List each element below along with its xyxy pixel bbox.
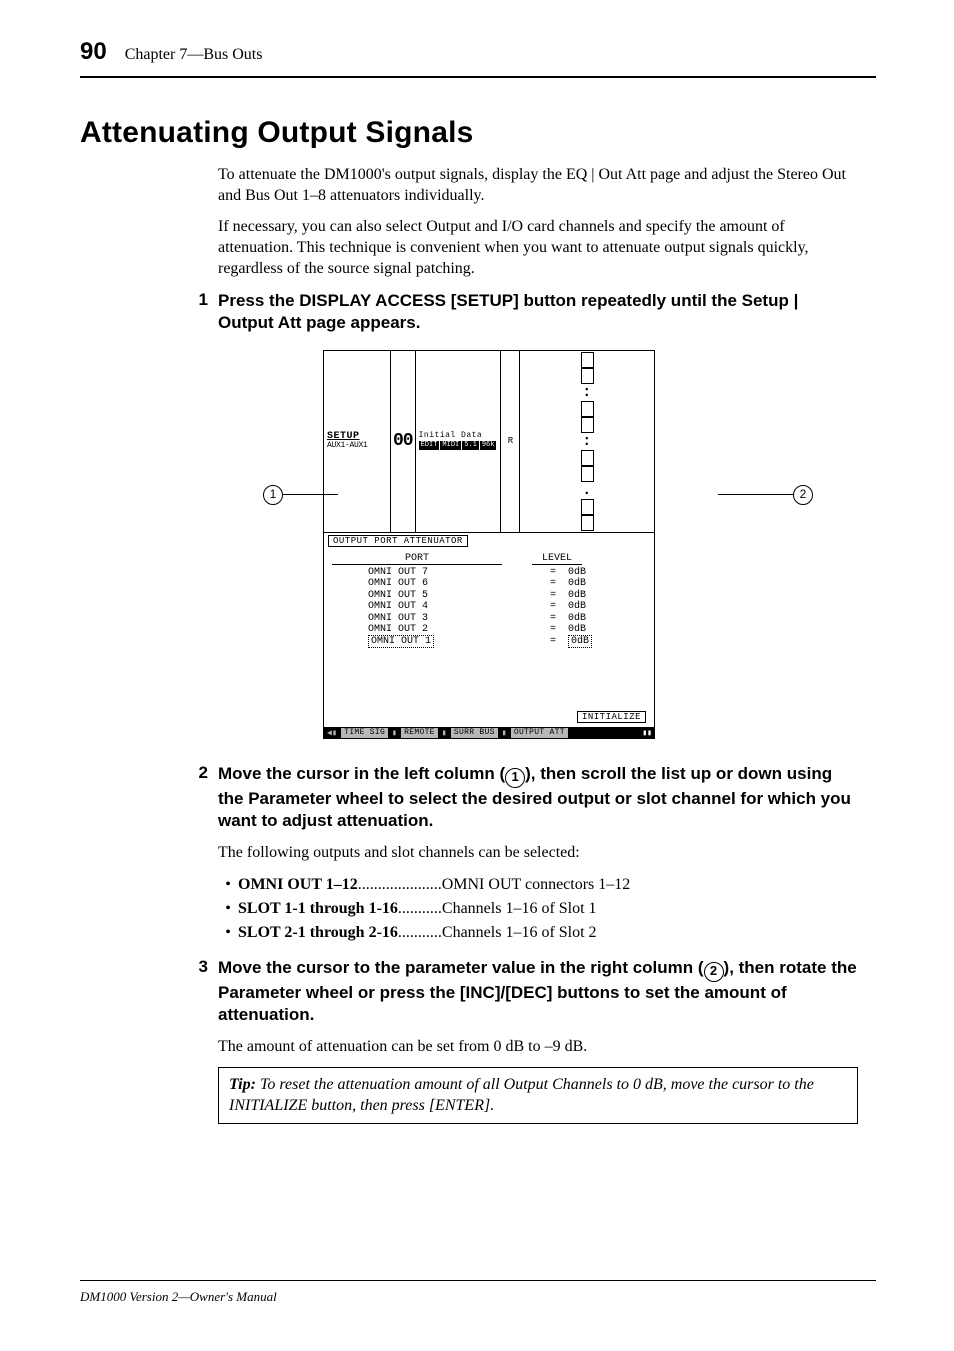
intro-para-1: To attenuate the DM1000's output signals… (218, 164, 858, 206)
range-text: The amount of attenuation can be set fro… (218, 1036, 858, 1057)
lcd-top-bar: SETUP AUX1-AUX1 00 Initial Data EDITMIDI… (324, 351, 654, 533)
tip-box: Tip: To reset the attenuation amount of … (218, 1067, 858, 1123)
tip-body: To reset the attenuation amount of all O… (229, 1076, 814, 1114)
lcd-chips: EDITMIDI5.196k (419, 441, 498, 450)
lcd-screen: SETUP AUX1-AUX1 00 Initial Data EDITMIDI… (323, 350, 655, 739)
page-number: 90 (80, 38, 107, 66)
step-2: 2 Move the cursor in the left column (1)… (218, 763, 858, 832)
circled-1-icon: 1 (505, 768, 525, 788)
page-header: 90 Chapter 7—Bus Outs (80, 38, 876, 78)
step-2-text: Move the cursor in the left column (1), … (218, 763, 858, 832)
step-2-number: 2 (178, 763, 218, 832)
lcd-section-tab: OUTPUT PORT ATTENUATOR (324, 533, 654, 549)
page-footer: DM1000 Version 2—Owner's Manual (80, 1280, 876, 1305)
tip-label: Tip: (229, 1076, 256, 1093)
step-3-number: 3 (178, 957, 218, 1026)
col-header-port: PORT (332, 553, 502, 565)
lcd-timecode: ::. (520, 351, 654, 532)
heading-attenuating: Attenuating Output Signals (80, 116, 876, 150)
chapter-title: Chapter 7—Bus Outs (125, 46, 263, 64)
lcd-scene-digits: 00 (391, 351, 416, 532)
lcd-rec-icon: R (501, 351, 520, 532)
list-item: • OMNI OUT 1–12.....................OMNI… (218, 873, 858, 897)
output-bullet-list: • OMNI OUT 1–12.....................OMNI… (218, 873, 858, 945)
col-header-level: LEVEL (532, 553, 582, 565)
lcd-subtitle: AUX1-AUX1 (327, 442, 387, 450)
callout-1: 1 (263, 485, 338, 505)
lcd-selected-row: OMNI OUT 1 = 0dB (332, 636, 646, 648)
list-intro: The following outputs and slot channels … (218, 842, 858, 863)
lcd-initial-data: Initial Data (419, 432, 498, 441)
intro-para-2: If necessary, you can also select Output… (218, 216, 858, 279)
initialize-button: INITIALIZE (577, 711, 646, 723)
lcd-bottom-tabs: ◀▮ TIME SIG ▮ REMOTE ▮ SURR BUS ▮ OUTPUT… (324, 727, 654, 738)
step-1-text: Press the DISPLAY ACCESS [SETUP] button … (218, 290, 858, 334)
setup-screenshot: 1 2 SETUP AUX1-AUX1 00 Initial Data (273, 350, 803, 739)
lcd-port-list: OMNI OUT 7=0dB OMNI OUT 6=0dB OMNI OUT 5… (332, 567, 646, 648)
step-1-number: 1 (178, 290, 218, 334)
step-1: 1 Press the DISPLAY ACCESS [SETUP] butto… (218, 290, 858, 334)
list-item: • SLOT 1-1 through 1-16...........Channe… (218, 897, 858, 921)
list-item: • SLOT 2-1 through 2-16...........Channe… (218, 921, 858, 945)
step-3-text: Move the cursor to the parameter value i… (218, 957, 858, 1026)
circled-2-icon: 2 (704, 962, 724, 982)
callout-2: 2 (718, 485, 813, 505)
step-3: 3 Move the cursor to the parameter value… (218, 957, 858, 1026)
